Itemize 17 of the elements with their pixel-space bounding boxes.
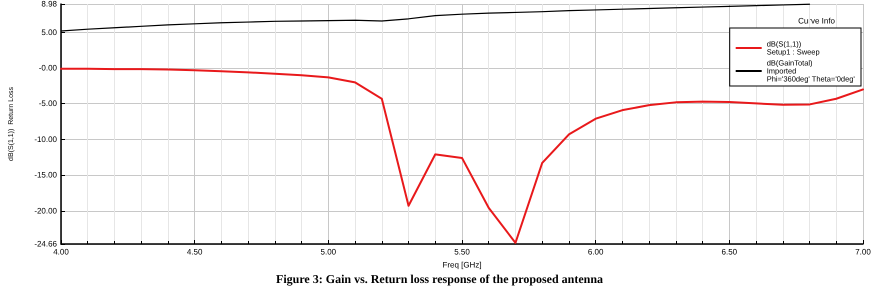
y-tick-label: 5.00 <box>41 28 58 37</box>
x-tick-label: 5.00 <box>320 248 337 256</box>
y-tick-label: -5.00 <box>38 99 58 108</box>
x-tick-label: 5.50 <box>454 248 470 256</box>
y-tick-label: -0.00 <box>38 64 58 73</box>
x-tick-label: 4.50 <box>186 248 203 256</box>
caption: Figure 3: Gain vs. Return loss response of the proposed antenna <box>276 272 604 286</box>
x-tick-label: 7.00 <box>855 248 872 256</box>
x-tick-label: 6.00 <box>588 248 604 256</box>
x-axis-title: Freq [GHz] <box>442 260 482 270</box>
y-tick-label: -20.00 <box>34 206 58 216</box>
y-tick-label: -10.00 <box>34 134 58 144</box>
y-tick-label: -15.00 <box>34 170 58 180</box>
y-tick-label: -24.66 <box>34 240 58 248</box>
x-tick-label: 6.50 <box>722 248 738 256</box>
x-tick-label: 4.00 <box>53 248 70 256</box>
y-tick-label: 8.98 <box>41 0 58 8</box>
